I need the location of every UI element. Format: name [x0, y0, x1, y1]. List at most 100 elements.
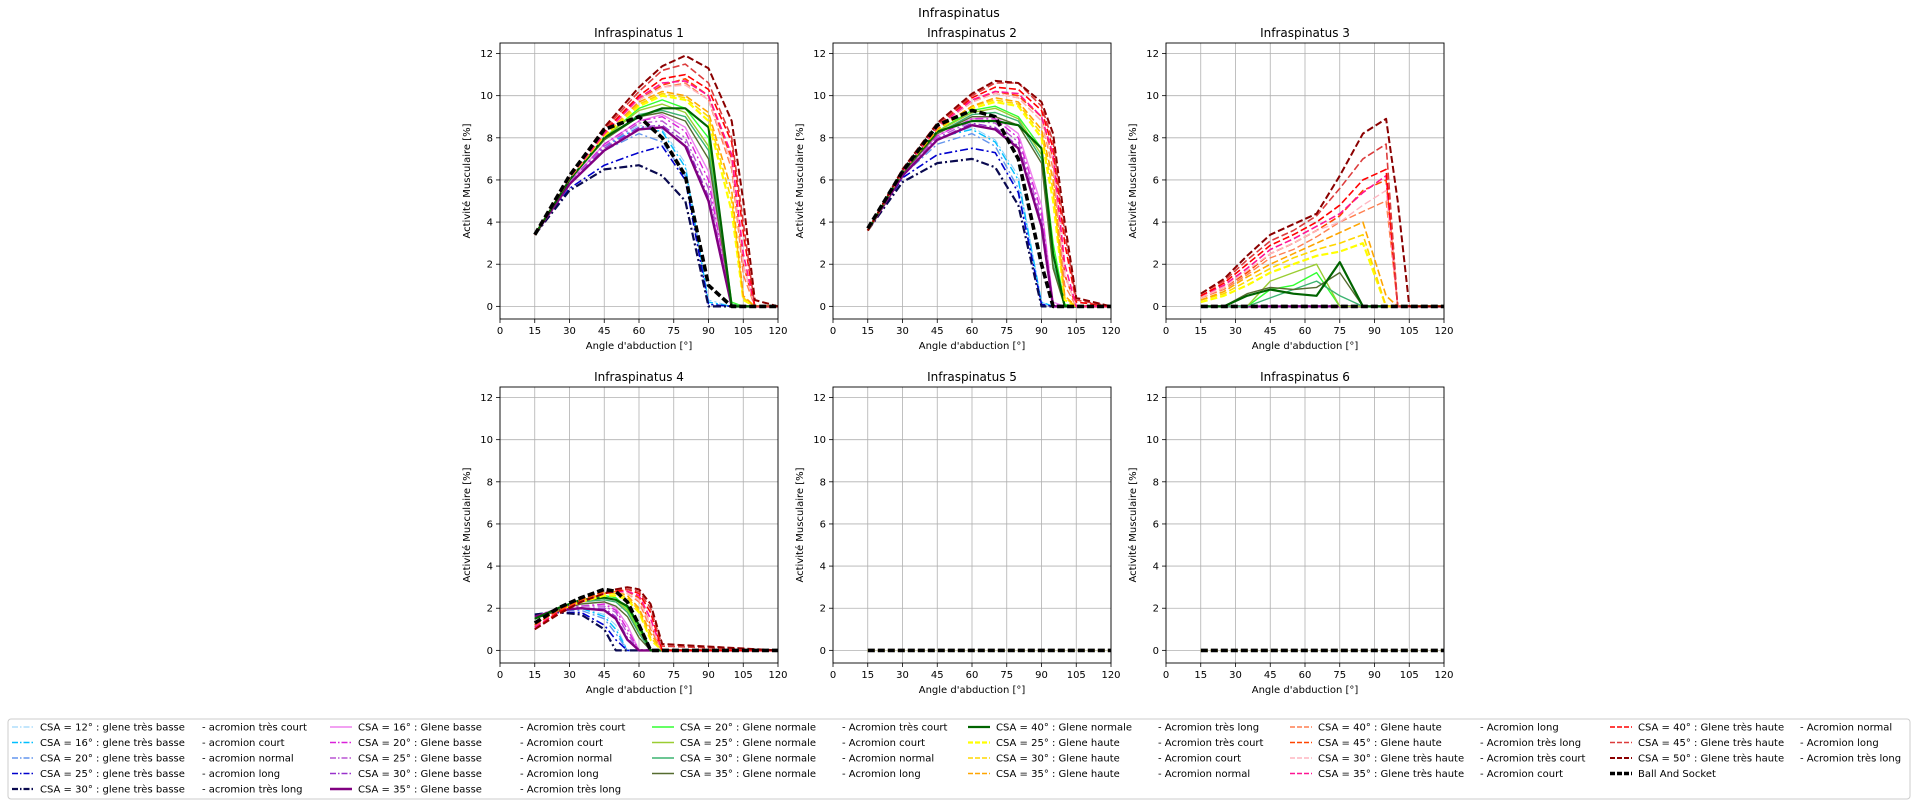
legend-suffix: - Acromion normal — [1800, 723, 1892, 734]
legend-label: CSA = 40° : Glene très haute — [1638, 722, 1784, 734]
x-tick-label: 45 — [931, 326, 944, 337]
x-tick-label: 15 — [528, 670, 541, 681]
legend-suffix: - acromion court — [202, 738, 285, 749]
y-axis-label: Activité Musculaire [%] — [794, 123, 806, 238]
y-tick-label: 8 — [820, 477, 826, 488]
x-tick-label: 0 — [497, 326, 503, 337]
series-line — [533, 587, 778, 653]
x-tick-label: 45 — [598, 326, 611, 337]
y-tick-label: 4 — [487, 218, 493, 229]
y-tick-label: 2 — [487, 604, 493, 615]
x-tick-label: 90 — [1368, 670, 1381, 681]
x-tick-label: 105 — [1400, 326, 1419, 337]
legend-label: CSA = 20° : Glene basse — [358, 738, 482, 749]
series-line — [533, 107, 778, 308]
figure-title: Infraspinatus — [918, 5, 1000, 20]
x-tick-label: 60 — [1299, 326, 1312, 337]
y-tick-label: 2 — [1153, 260, 1159, 271]
y-tick-label: 12 — [1146, 393, 1159, 404]
y-tick-label: 0 — [820, 646, 826, 657]
legend-label: CSA = 30° : Glene haute — [996, 754, 1120, 765]
x-tick-label: 105 — [1067, 326, 1086, 337]
series-line — [866, 157, 1111, 308]
legend-suffix: - Acromion très court — [842, 722, 948, 734]
x-axis-label: Angle d'abduction [°] — [586, 341, 693, 352]
y-tick-label: 4 — [1153, 562, 1159, 573]
y-tick-label: 2 — [487, 260, 493, 271]
subplot-6: 0 15 30 45 60 75 90 105 120 0 2 4 6 8 10 12 Infraspinatu… — [1127, 370, 1454, 696]
x-tick-label: 60 — [1299, 670, 1312, 681]
x-tick-label: 0 — [830, 326, 836, 337]
legend-suffix: - Acromion normal — [520, 754, 612, 765]
x-tick-label: 75 — [667, 326, 680, 337]
y-axis-label: Activité Musculaire [%] — [461, 123, 473, 238]
legend-suffix: - Acromion long — [520, 769, 599, 780]
x-tick-label: 90 — [702, 670, 715, 681]
y-tick-label: 0 — [1153, 302, 1159, 313]
series-group — [1200, 117, 1444, 309]
x-axis-label: Angle d'abduction [°] — [919, 685, 1026, 696]
legend-suffix: - Acromion court — [1158, 754, 1241, 765]
y-tick-label: 8 — [487, 133, 493, 144]
series-line — [1200, 117, 1444, 308]
y-tick-label: 2 — [820, 604, 826, 615]
subplot-title: Infraspinatus 6 — [1260, 370, 1350, 384]
x-tick-label: 75 — [1000, 326, 1013, 337]
series-line — [1200, 200, 1444, 308]
x-tick-label: 75 — [1333, 670, 1346, 681]
x-tick-label: 45 — [1264, 326, 1277, 337]
legend-suffix: - Acromion très court — [1158, 737, 1264, 749]
legend-suffix: - Acromion court — [1480, 769, 1563, 780]
x-tick-label: 105 — [1400, 670, 1419, 681]
x-tick-label: 60 — [966, 670, 979, 681]
legend-label: CSA = 30° : Glene normale — [680, 754, 816, 765]
legend-label: Ball And Socket — [1638, 769, 1716, 780]
y-tick-label: 12 — [813, 49, 826, 60]
legend-label: CSA = 35° : Glene normale — [680, 769, 816, 780]
x-tick-label: 0 — [497, 670, 503, 681]
x-tick-label: 75 — [1000, 670, 1013, 681]
series-group — [533, 54, 778, 309]
x-tick-label: 120 — [1101, 670, 1120, 681]
series-line — [534, 590, 778, 652]
x-tick-label: 45 — [598, 670, 611, 681]
y-tick-label: 4 — [487, 562, 493, 573]
subplot-2: 0 15 30 45 60 75 90 105 120 0 2 4 6 8 10 12 Infraspinatu… — [794, 26, 1121, 352]
y-tick-label: 4 — [820, 218, 826, 229]
y-tick-label: 6 — [1153, 519, 1159, 530]
y-axis-label: Activité Musculaire [%] — [1127, 467, 1139, 582]
series-line — [533, 54, 778, 308]
legend-suffix: - Acromion très court — [1480, 753, 1586, 765]
y-tick-label: 10 — [480, 435, 493, 446]
x-tick-label: 15 — [861, 670, 874, 681]
x-tick-label: 45 — [931, 670, 944, 681]
y-tick-label: 12 — [480, 49, 493, 60]
y-tick-label: 2 — [820, 260, 826, 271]
x-axis-label: Angle d'abduction [°] — [919, 341, 1026, 352]
series-line — [534, 80, 778, 308]
y-tick-label: 0 — [487, 302, 493, 313]
legend-suffix: - Acromion normal — [1158, 769, 1250, 780]
y-axis-label: Activité Musculaire [%] — [794, 467, 806, 582]
x-tick-label: 60 — [633, 670, 646, 681]
x-tick-label: 30 — [1229, 326, 1242, 337]
y-tick-label: 2 — [1153, 604, 1159, 615]
legend-label: CSA = 30° : Glene basse — [358, 769, 482, 780]
y-tick-label: 10 — [813, 91, 826, 102]
subplot-title: Infraspinatus 3 — [1260, 26, 1350, 40]
x-tick-label: 105 — [734, 326, 753, 337]
legend-suffix: - Acromion long — [1800, 738, 1879, 749]
x-tick-label: 30 — [896, 670, 909, 681]
legend-label: CSA = 35° : Glene très haute — [1318, 768, 1464, 780]
x-tick-label: 30 — [563, 326, 576, 337]
legend-suffix: - Acromion normal — [842, 754, 934, 765]
x-tick-label: 15 — [861, 326, 874, 337]
x-tick-label: 30 — [1229, 670, 1242, 681]
y-tick-label: 12 — [813, 393, 826, 404]
subplot-5: 0 15 30 45 60 75 90 105 120 0 2 4 6 8 10 12 Infraspinatu… — [794, 370, 1121, 696]
legend-label: CSA = 20° : Glene normale — [680, 723, 816, 734]
subplot-1: 0 15 30 45 60 75 90 105 120 0 2 4 6 8 10 12 Infraspinatu… — [461, 26, 788, 352]
legend-suffix: - acromion très long — [202, 784, 303, 796]
x-axis-label: Angle d'abduction [°] — [1252, 341, 1359, 352]
